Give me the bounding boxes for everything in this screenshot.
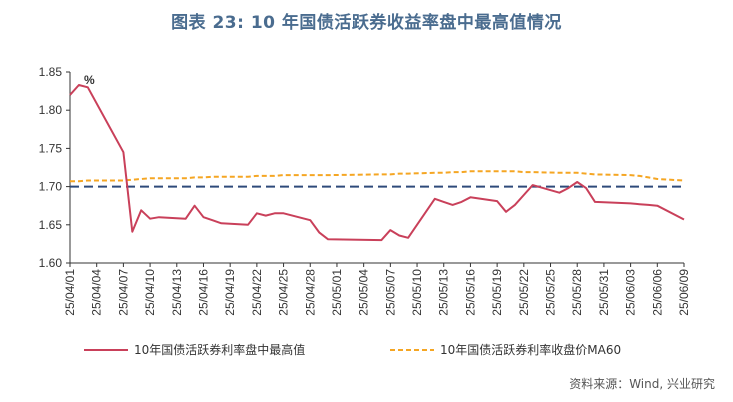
series-line-ma60 bbox=[70, 170, 685, 183]
x-tick-label: 25/05/01 bbox=[330, 269, 344, 316]
x-tick-label: 25/06/03 bbox=[624, 269, 638, 316]
series-line-intraday-high bbox=[69, 84, 685, 242]
x-tick-label: 25/05/04 bbox=[357, 269, 371, 316]
x-tick-label: 25/04/10 bbox=[143, 269, 157, 316]
y-tick-label: 1.75 bbox=[39, 141, 63, 155]
legend-label-series-2: 10年国债活跃券利率收盘价MA60 bbox=[440, 342, 621, 357]
y-tick-label: 1.85 bbox=[39, 65, 63, 79]
x-tick-label: 25/04/07 bbox=[116, 269, 130, 316]
x-tick-label: 25/05/31 bbox=[597, 269, 611, 316]
x-tick-label: 25/05/07 bbox=[383, 269, 397, 316]
x-tick-label: 25/04/19 bbox=[223, 269, 237, 316]
x-tick-label: 25/04/22 bbox=[250, 269, 264, 316]
x-tick-label: 25/04/04 bbox=[90, 269, 104, 316]
x-tick-label: 25/05/22 bbox=[517, 269, 531, 316]
x-tick-label: 25/05/19 bbox=[490, 269, 504, 316]
legend: 10年国债活跃券利率盘中最高值 10年国债活跃券利率收盘价MA60 bbox=[84, 342, 621, 357]
x-tick-label: 25/06/06 bbox=[650, 269, 664, 316]
x-tick-label: 25/04/25 bbox=[277, 269, 291, 316]
y-tick-label: 1.70 bbox=[39, 180, 63, 194]
x-tick-label: 25/04/28 bbox=[303, 269, 317, 316]
y-tick-label: 1.65 bbox=[39, 218, 63, 232]
x-axis: 25/04/01 25/04/04 25/04/07 25/04/10 25/04/13… bbox=[63, 262, 691, 316]
x-tick-label: 25/05/16 bbox=[463, 269, 477, 316]
y-axis-ticks: 1.60 1.65 1.70 1.75 1.80 1.85 bbox=[39, 65, 71, 270]
x-tick-label: 25/05/28 bbox=[570, 269, 584, 316]
chart-title: 图表 23: 10 年国债活跃券收益率盘中最高值情况 bbox=[171, 13, 562, 33]
x-tick-label: 25/04/16 bbox=[196, 269, 210, 316]
x-tick-label: 25/04/13 bbox=[170, 269, 184, 316]
unit-label: % bbox=[84, 73, 95, 87]
x-tick-label: 25/05/10 bbox=[410, 269, 424, 316]
x-tick-label: 25/05/13 bbox=[437, 269, 451, 316]
x-tick-label: 25/05/25 bbox=[544, 269, 558, 316]
x-tick-label: 25/06/09 bbox=[677, 269, 691, 316]
legend-label-series-1: 10年国债活跃券利率盘中最高值 bbox=[134, 342, 305, 357]
y-tick-label: 1.80 bbox=[39, 103, 63, 117]
y-tick-label: 1.60 bbox=[39, 256, 63, 270]
series-lines bbox=[69, 84, 685, 242]
x-tick-label: 25/04/01 bbox=[63, 269, 77, 316]
source-note: 资料来源：Wind, 兴业研究 bbox=[569, 377, 715, 391]
